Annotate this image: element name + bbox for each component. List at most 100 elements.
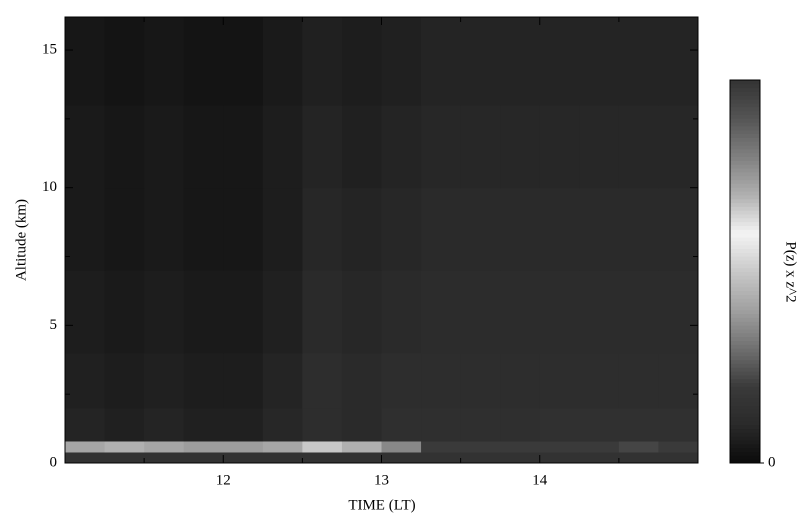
- heat-cell: [104, 440, 145, 453]
- heat-cell: [421, 105, 462, 189]
- heat-cell: [262, 440, 303, 453]
- colorbar-step: [730, 110, 760, 115]
- colorbar-step: [730, 417, 760, 422]
- heat-cell: [579, 105, 620, 189]
- heat-cell: [302, 105, 343, 189]
- heat-cell: [500, 270, 541, 354]
- heat-cell: [144, 187, 185, 271]
- heat-cell: [381, 105, 422, 189]
- colorbar-step: [730, 428, 760, 433]
- colorbar-step: [730, 171, 760, 177]
- heat-cell: [539, 105, 580, 189]
- colorbar-step: [730, 95, 760, 100]
- colorbar-step: [730, 351, 760, 357]
- heat-cell: [302, 17, 343, 106]
- heat-cell: [183, 407, 224, 442]
- colorbar-step: [730, 340, 760, 345]
- colorbar-step: [730, 91, 760, 96]
- heat-cell: [223, 352, 264, 409]
- colorbar-step: [730, 122, 760, 127]
- colorbar-step: [730, 309, 760, 315]
- y-tick-label: 0: [50, 454, 58, 470]
- colorbar-step: [730, 436, 760, 441]
- heat-cell: [618, 17, 659, 106]
- heat-cell: [223, 187, 264, 271]
- heat-cell: [65, 440, 106, 453]
- colorbar-step: [730, 248, 760, 253]
- colorbar-step: [730, 455, 760, 460]
- colorbar-step: [730, 443, 760, 449]
- y-tick-label: 5: [50, 317, 58, 333]
- heat-cell: [104, 270, 145, 354]
- colorbar-step: [730, 87, 760, 92]
- heat-cell: [579, 407, 620, 442]
- colorbar-step: [730, 175, 760, 181]
- colorbar-step: [730, 256, 760, 261]
- colorbar-step: [730, 275, 760, 280]
- colorbar-step: [730, 179, 760, 184]
- colorbar-step: [730, 363, 760, 368]
- heat-cell: [579, 440, 620, 453]
- heat-cell: [262, 187, 303, 271]
- heat-cell: [104, 352, 145, 409]
- colorbar-step: [730, 217, 760, 223]
- heat-cell: [65, 451, 106, 464]
- heat-cell: [539, 187, 580, 271]
- colorbar-step: [730, 413, 760, 418]
- heat-cell: [302, 451, 343, 464]
- heat-cell: [65, 17, 106, 106]
- heat-cell: [302, 440, 343, 453]
- colorbar-step: [730, 202, 760, 207]
- colorbar-step: [730, 206, 760, 211]
- heat-cell: [381, 451, 422, 464]
- heat-cell: [381, 17, 422, 106]
- colorbar-step: [730, 194, 760, 200]
- heat-cell: [381, 352, 422, 409]
- colorbar-step: [730, 102, 760, 108]
- heat-cell: [65, 352, 106, 409]
- colorbar-tick-label: 0: [768, 454, 776, 470]
- colorbar-step: [730, 282, 760, 288]
- colorbar-step: [730, 191, 760, 196]
- colorbar-step: [730, 386, 760, 391]
- colorbar-step: [730, 348, 760, 353]
- heat-cell: [65, 105, 106, 189]
- heat-cell: [65, 407, 106, 442]
- heat-cell: [381, 440, 422, 453]
- heat-cell: [183, 270, 224, 354]
- heat-cell: [658, 440, 699, 453]
- colorbar-step: [730, 214, 760, 219]
- heat-cell: [223, 440, 264, 453]
- heat-cell: [183, 105, 224, 189]
- colorbar-step: [730, 137, 760, 142]
- heat-cell: [500, 105, 541, 189]
- colorbar-step: [730, 367, 760, 372]
- heat-cell: [658, 352, 699, 409]
- colorbar-step: [730, 133, 760, 138]
- x-axis-label: TIME (LT): [348, 497, 415, 513]
- heat-cell: [262, 17, 303, 106]
- heat-cell: [421, 440, 462, 453]
- heat-cell: [539, 270, 580, 354]
- colorbar-step: [730, 148, 760, 154]
- colorbar-step: [730, 317, 760, 322]
- colorbar-step: [730, 260, 760, 265]
- colorbar-step: [730, 80, 760, 85]
- heat-cell: [539, 451, 580, 464]
- heat-cell: [579, 270, 620, 354]
- colorbar-step: [730, 359, 760, 364]
- colorbar-step: [730, 183, 760, 188]
- heat-cell: [658, 270, 699, 354]
- colorbar-step: [730, 451, 760, 456]
- heat-cell: [618, 407, 659, 442]
- heat-cell: [618, 440, 659, 453]
- colorbar-step: [730, 344, 760, 349]
- colorbar-step: [730, 440, 760, 445]
- colorbar-step: [730, 118, 760, 123]
- heat-cell: [341, 407, 382, 442]
- heat-cell: [183, 17, 224, 106]
- heat-cell: [421, 451, 462, 464]
- heat-cell: [341, 187, 382, 271]
- colorbar-step: [730, 267, 760, 272]
- heat-cell: [262, 407, 303, 442]
